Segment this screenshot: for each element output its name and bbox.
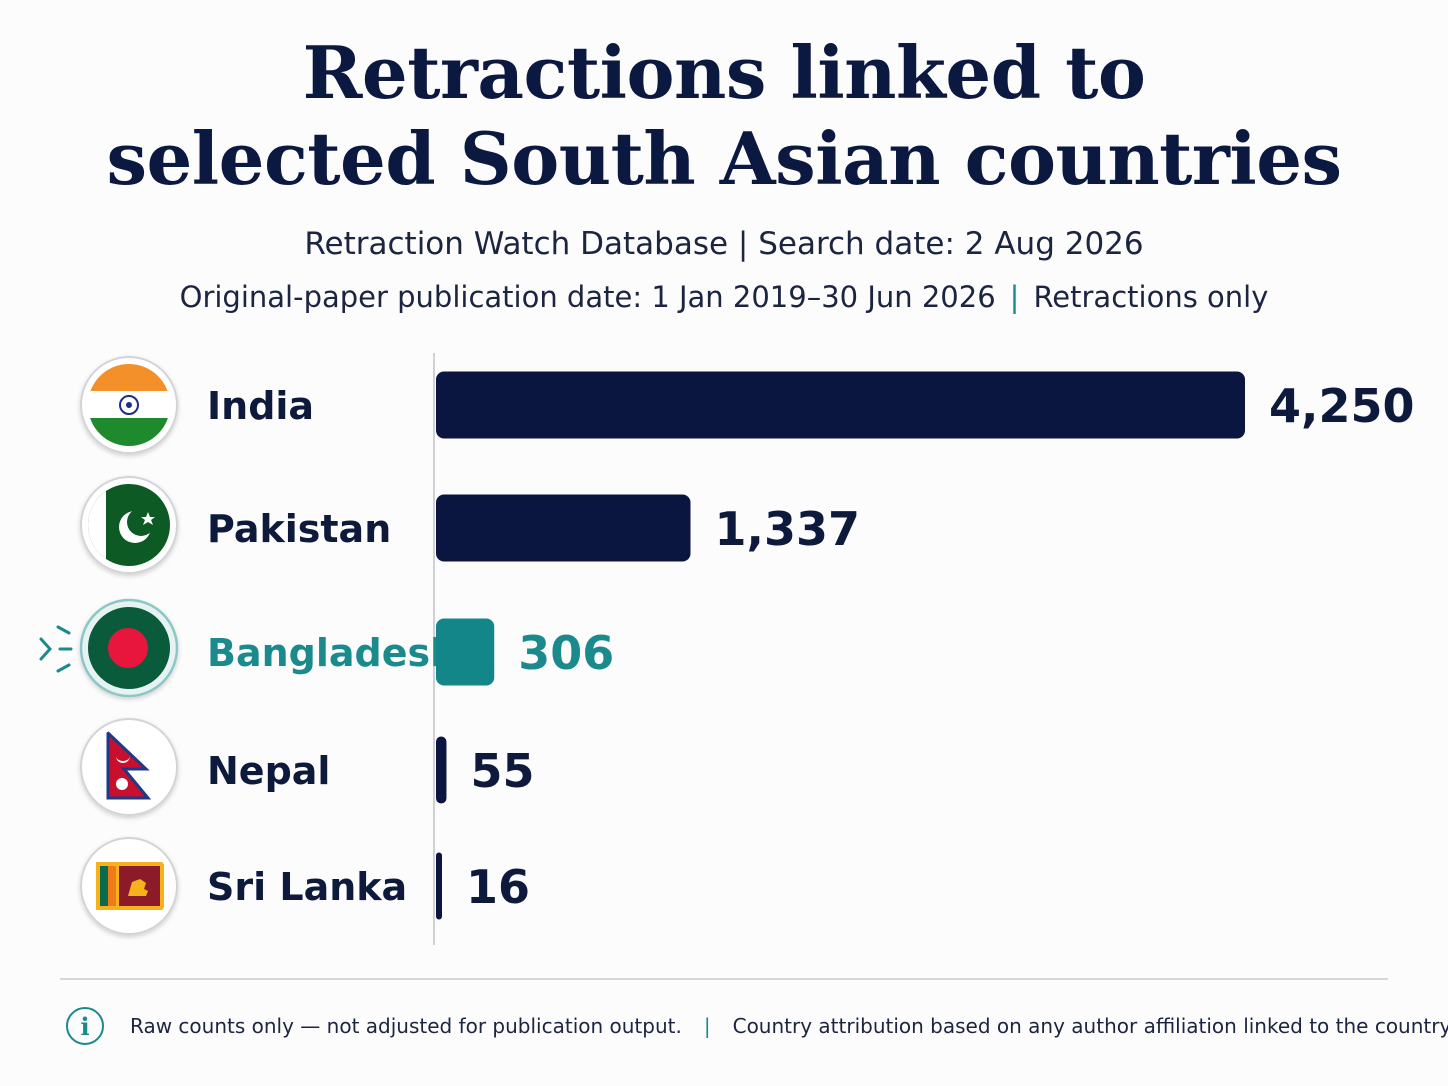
chart-title-line-1: Retractions linked to: [302, 30, 1146, 115]
footer-note-left: Raw counts only — not adjusted for publi…: [130, 1014, 682, 1038]
subtitle-separator: |: [1009, 280, 1020, 314]
category-label-bangladesh: Bangladesh: [207, 631, 457, 675]
bar-india: [436, 371, 1245, 439]
footer-separator: |: [703, 1014, 711, 1038]
value-label-pakistan: 1,337: [715, 502, 861, 556]
bar-sri-lanka: [436, 852, 442, 920]
chart-title: Retractions linked to selected South Asi…: [0, 30, 1448, 202]
highlight-marker-icon: [39, 625, 73, 673]
pakistan-flag-icon: [80, 476, 178, 574]
category-label-sri-lanka: Sri Lanka: [207, 865, 407, 909]
subtitle-scope: Retractions only: [1033, 280, 1269, 314]
sri-lanka-flag-icon: [80, 837, 178, 935]
category-label-india: India: [207, 384, 314, 428]
footer-note-right: Country attribution based on any author …: [732, 1014, 1448, 1038]
subtitle-source: Retraction Watch Database | Search date:…: [304, 226, 1144, 262]
category-label-nepal: Nepal: [207, 749, 330, 793]
info-icon: i: [66, 1007, 104, 1045]
value-label-nepal: 55: [470, 744, 534, 798]
bar-pakistan: [436, 494, 691, 562]
subtitle-range: Original-paper publication date: 1 Jan 2…: [0, 280, 1448, 314]
footer-divider: [60, 978, 1388, 980]
category-label-pakistan: Pakistan: [207, 507, 391, 551]
india-flag-icon: [80, 356, 178, 454]
footer-notes: i Raw counts only — not adjusted for pub…: [66, 1004, 1448, 1048]
value-label-sri-lanka: 16: [466, 860, 530, 914]
subtitle-range-text: Original-paper publication date: 1 Jan 2…: [179, 280, 996, 314]
value-label-india: 4,250: [1269, 379, 1415, 433]
bar-bangladesh: [436, 618, 495, 686]
chart-title-line-2: selected South Asian countries: [106, 116, 1342, 201]
bar-nepal: [436, 736, 447, 804]
bangladesh-flag-icon: [79, 598, 179, 698]
value-label-bangladesh: 306: [518, 626, 614, 680]
nepal-flag-icon: [80, 718, 178, 816]
